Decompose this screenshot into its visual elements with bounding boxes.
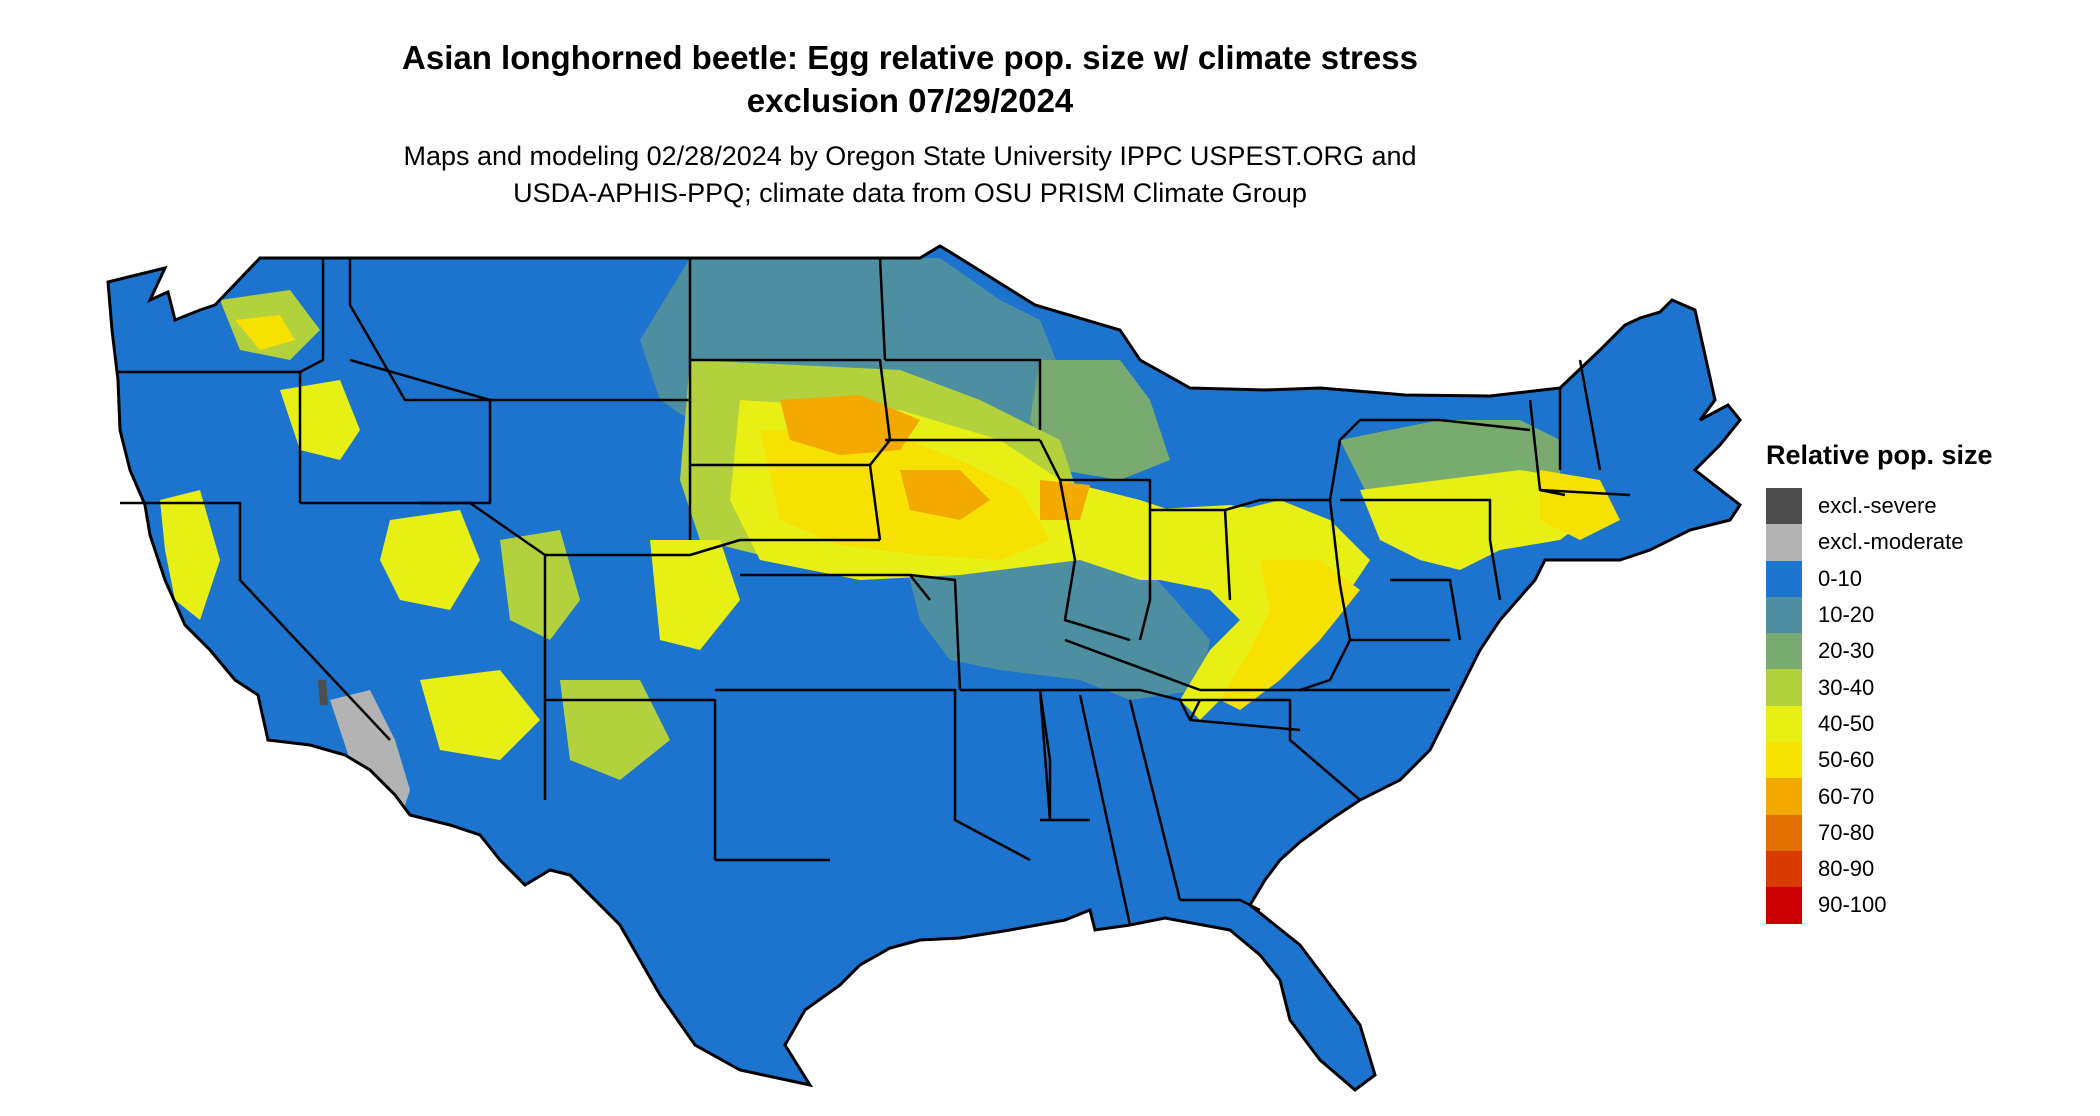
legend-item: 10-20: [1766, 596, 2086, 634]
legend-item: 40-50: [1766, 705, 2086, 743]
legend-swatch: [1766, 596, 1802, 634]
zone-40-50-arizona: [420, 670, 540, 760]
legend-label: excl.-moderate: [1818, 529, 1964, 555]
legend-label: excl.-severe: [1818, 493, 1937, 519]
legend-swatch: [1766, 633, 1802, 670]
map-title-line-2: exclusion 07/29/2024: [746, 82, 1074, 119]
legend-item: 30-40: [1766, 669, 2086, 706]
legend-label: 90-100: [1818, 892, 1887, 918]
zone-50-60-plains: [760, 430, 1050, 560]
legend-label: 0-10: [1818, 565, 1863, 591]
zone-40-50-ohio: [1140, 505, 1370, 720]
zone-40-50-california: [160, 490, 220, 620]
legend-swatch: [1766, 850, 1802, 888]
zone-30-40-new-mexico: [560, 680, 670, 780]
legend-item: 90-100: [1766, 887, 2086, 924]
legend-item: 80-90: [1766, 850, 2086, 888]
legend: Relative pop. size excl.-severe excl.-mod…: [1766, 438, 2086, 924]
legend-swatch: [1766, 524, 1802, 561]
map-title: Asian longhorned beetle: Egg relative po…: [300, 36, 1520, 122]
legend-item: 20-30: [1766, 633, 2086, 670]
map-title-line-1: Asian longhorned beetle: Egg relative po…: [402, 39, 1418, 76]
legend-swatch: [1766, 814, 1802, 851]
legend-item: 70-80: [1766, 814, 2086, 851]
zone-50-60-northeast: [1540, 470, 1620, 540]
legend-swatch: [1766, 705, 1802, 743]
zone-30-40-utah: [500, 530, 580, 640]
legend-label: 40-50: [1818, 710, 1875, 736]
legend-swatch: [1766, 778, 1802, 815]
legend-label: 60-70: [1818, 783, 1875, 809]
legend-swatch: [1766, 742, 1802, 779]
us-landmass: [108, 246, 1740, 1090]
us-map: [106, 244, 1743, 1092]
zone-20-30-midwest: [1030, 360, 1170, 480]
zone-50-60-washington: [235, 315, 295, 350]
legend-items: excl.-severe excl.-moderate 0-10 10-20 20-30…: [1766, 488, 2086, 924]
state-borders: [118, 257, 1631, 926]
zone-50-60-appalachia: [1220, 560, 1360, 710]
legend-swatch: [1766, 488, 1802, 525]
zone-40-50-colorado: [650, 540, 740, 650]
map-subtitle: Maps and modeling 02/28/2024 by Oregon S…: [300, 138, 1520, 212]
legend-swatch: [1766, 669, 1802, 706]
legend-label: 20-30: [1818, 638, 1875, 664]
map-subtitle-line-1: Maps and modeling 02/28/2024 by Oregon S…: [403, 141, 1417, 171]
legend-label: 80-90: [1818, 856, 1875, 882]
legend-item: excl.-moderate: [1766, 524, 2086, 561]
zone-excl-moderate-desert: [330, 690, 410, 820]
legend-swatch: [1766, 887, 1802, 924]
legend-item: excl.-severe: [1766, 488, 2086, 525]
zone-60-70-plains-b: [900, 470, 990, 520]
legend-item: 60-70: [1766, 778, 2086, 815]
map-subtitle-line-2: USDA-APHIS-PPQ; climate data from OSU PR…: [513, 178, 1307, 208]
legend-swatch: [1766, 560, 1802, 597]
legend-item: 0-10: [1766, 560, 2086, 597]
legend-label: 70-80: [1818, 819, 1875, 845]
zone-10-20-midwest: [900, 540, 1210, 700]
legend-label: 10-20: [1818, 602, 1875, 628]
zone-excl-severe-desert: [318, 680, 328, 705]
legend-item: 50-60: [1766, 742, 2086, 779]
zone-40-50-great-basin: [380, 510, 480, 610]
us-outline: [106, 244, 1743, 1092]
legend-label: 30-40: [1818, 674, 1875, 700]
legend-label: 50-60: [1818, 747, 1875, 773]
legend-title: Relative pop. size: [1766, 440, 1993, 470]
